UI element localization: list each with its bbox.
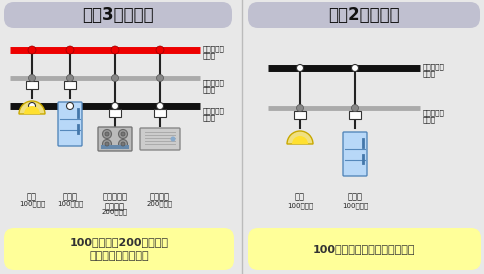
Circle shape — [111, 75, 118, 81]
Bar — [101, 145, 129, 149]
Circle shape — [296, 104, 303, 112]
Text: 電圧側電線
（黒）: 電圧側電線 （黒） — [422, 63, 444, 77]
FancyBboxPatch shape — [4, 2, 231, 28]
Circle shape — [111, 46, 119, 54]
FancyBboxPatch shape — [247, 2, 479, 28]
Wedge shape — [287, 131, 312, 144]
Bar — [109, 109, 121, 117]
Text: 照明: 照明 — [294, 192, 304, 201]
Text: 100ボルトと200ボルトの
両方の電気が使える: 100ボルトと200ボルトの 両方の電気が使える — [69, 237, 168, 261]
Circle shape — [156, 102, 163, 110]
Text: 200ボルト: 200ボルト — [147, 200, 173, 207]
Circle shape — [66, 102, 74, 110]
Circle shape — [121, 132, 125, 136]
Text: 単相2線式では: 単相2線式では — [328, 6, 399, 24]
FancyBboxPatch shape — [342, 132, 366, 176]
Circle shape — [296, 64, 303, 72]
Text: 冷蔵庫: 冷蔵庫 — [347, 192, 362, 201]
Text: 冷蔵庫: 冷蔵庫 — [62, 192, 77, 201]
Circle shape — [29, 102, 35, 110]
FancyBboxPatch shape — [98, 127, 132, 151]
Text: 接地側電線
（白）: 接地側電線 （白） — [422, 109, 444, 123]
Circle shape — [121, 142, 125, 146]
Text: 電圧側電線
（黒）: 電圧側電線 （黒） — [203, 107, 225, 121]
Circle shape — [105, 132, 109, 136]
Circle shape — [105, 142, 109, 146]
Text: 100ボルト: 100ボルト — [341, 202, 367, 209]
Circle shape — [28, 46, 36, 54]
Text: 100ボルトの電気しか使えない: 100ボルトの電気しか使えない — [312, 244, 414, 254]
Bar — [348, 111, 360, 119]
Text: 100ボルト: 100ボルト — [19, 200, 45, 207]
Text: 100ボルト: 100ボルト — [286, 202, 313, 209]
Circle shape — [170, 136, 175, 141]
Text: 接地側電線
（白）: 接地側電線 （白） — [203, 79, 225, 93]
FancyBboxPatch shape — [140, 128, 180, 150]
Wedge shape — [291, 136, 307, 144]
Text: 100ボルト: 100ボルト — [57, 200, 83, 207]
Text: 200ボルト: 200ボルト — [102, 208, 128, 215]
Wedge shape — [19, 101, 45, 114]
Text: 単相3線式では: 単相3線式では — [82, 6, 153, 24]
Circle shape — [118, 130, 127, 138]
Bar — [64, 81, 76, 89]
Wedge shape — [24, 106, 40, 114]
Text: 電圧側電線
（赤）: 電圧側電線 （赤） — [203, 45, 225, 59]
Circle shape — [118, 139, 127, 149]
Circle shape — [66, 46, 74, 54]
FancyBboxPatch shape — [4, 228, 233, 270]
Circle shape — [351, 64, 358, 72]
Circle shape — [351, 104, 358, 112]
Circle shape — [156, 75, 163, 81]
Bar — [154, 109, 166, 117]
Text: エアコン: エアコン — [150, 192, 170, 201]
Text: 照明: 照明 — [27, 192, 37, 201]
Circle shape — [29, 75, 35, 81]
Bar — [293, 111, 305, 119]
Circle shape — [156, 46, 164, 54]
FancyBboxPatch shape — [58, 102, 82, 146]
Circle shape — [111, 102, 118, 110]
Circle shape — [66, 75, 74, 81]
Text: クッキング
ヒーター: クッキング ヒーター — [102, 192, 127, 212]
Circle shape — [102, 139, 111, 149]
Bar — [26, 81, 38, 89]
FancyBboxPatch shape — [247, 228, 480, 270]
Circle shape — [102, 130, 111, 138]
